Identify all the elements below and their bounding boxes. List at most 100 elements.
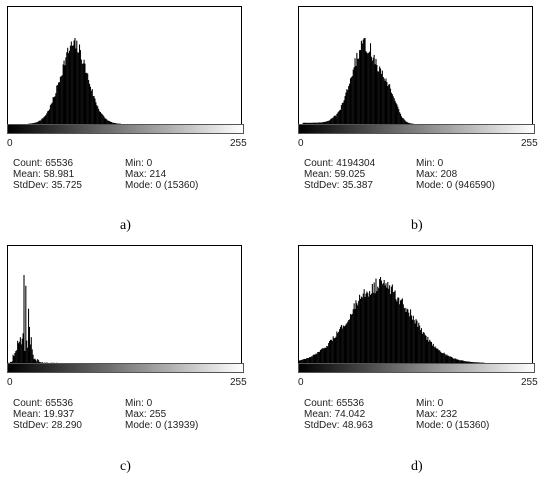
histogram-bar: [80, 59, 82, 124]
histogram-bar: [38, 120, 41, 124]
histogram-frame: [298, 6, 533, 125]
histogram-bar: [477, 362, 479, 363]
histogram-bar: [55, 93, 57, 124]
histogram-bar: [34, 358, 36, 363]
histogram-bar: [78, 44, 81, 124]
histogram-bar: [302, 359, 304, 363]
histogram-bar: [19, 337, 21, 363]
histogram-bar: [313, 354, 315, 363]
histogram-bar: [330, 339, 332, 363]
histogram-bar: [413, 320, 415, 363]
histogram-bar: [394, 100, 396, 124]
histogram-bar: [453, 358, 455, 363]
histogram-bar: [403, 308, 405, 363]
histogram-bar: [366, 52, 368, 124]
histogram-bar: [339, 110, 341, 124]
histogram-bar: [385, 78, 387, 124]
histogram-bar: [343, 326, 345, 363]
histogram-bar: [113, 122, 115, 124]
histogram-bar: [326, 345, 328, 363]
histogram-bar: [26, 340, 28, 363]
histogram-bar: [450, 356, 453, 363]
histogram-bar: [36, 122, 38, 124]
histogram-bar: [342, 325, 344, 363]
histogram-bar: [368, 52, 370, 124]
histogram-bar: [404, 307, 406, 363]
histogram-bar: [309, 357, 311, 363]
histogram-bar: [465, 361, 467, 363]
histogram-bar: [405, 121, 407, 124]
histogram-bar: [303, 359, 305, 363]
histogram-bar: [15, 351, 17, 363]
histogram-bar: [449, 356, 451, 363]
histogram-bar: [374, 64, 376, 124]
histogram-bar: [390, 92, 392, 124]
histogram-bar: [430, 342, 433, 363]
histogram-bar: [337, 112, 339, 124]
histogram-bar: [444, 354, 446, 363]
histogram-bar: [61, 75, 63, 124]
histogram-plot-c: [7, 245, 242, 364]
stat-min-a: Min: 0: [125, 158, 153, 169]
histogram-bar: [16, 350, 18, 363]
histogram-bar: [35, 122, 37, 124]
histogram-bar: [420, 328, 423, 363]
grayscale-bar-a: [7, 124, 244, 134]
histogram-bar: [329, 120, 331, 124]
histogram-bar: [457, 359, 459, 363]
histogram-bar: [378, 288, 380, 363]
histogram-bar: [383, 280, 385, 363]
histogram-bar: [387, 281, 389, 363]
histogram-bar: [357, 305, 359, 363]
histogram-bar: [364, 38, 366, 124]
histogram-bar: [349, 314, 352, 363]
histogram-bar: [327, 346, 329, 363]
histogram-bar: [428, 341, 430, 363]
histogram-bar: [365, 51, 367, 125]
histogram-bar: [334, 338, 336, 363]
histogram-bar: [115, 123, 117, 124]
stat-max-a: Max: 214: [125, 169, 167, 180]
histogram-bar: [378, 71, 380, 124]
histogram-bar: [14, 352, 16, 363]
histogram-bar: [398, 297, 400, 363]
stat-mode-a: Mode: 0 (15360): [125, 180, 199, 191]
grayscale-bar-b: [298, 124, 535, 134]
histogram-bar: [30, 337, 32, 363]
histogram-bar: [352, 309, 354, 363]
histogram-bar: [88, 80, 90, 124]
histogram-bar: [448, 355, 450, 363]
histogram-bar: [390, 286, 392, 363]
histogram-bar: [380, 68, 382, 124]
histogram-bar: [349, 78, 352, 124]
histogram-bar: [470, 361, 472, 363]
histogram-bar: [343, 100, 345, 124]
histogram-bar: [44, 116, 46, 124]
histogram-bar: [48, 109, 51, 124]
tick-label-min-c: 0: [7, 377, 13, 388]
histogram-bar: [41, 118, 43, 124]
histogram-panel-c: 0 255 Count: 65536 Mean: 19.937 StdDev: …: [7, 245, 257, 474]
histogram-bar: [39, 362, 41, 363]
histogram-bar: [56, 85, 58, 124]
histogram-bar: [377, 286, 379, 363]
histogram-bar: [339, 109, 342, 124]
histogram-bar: [337, 333, 339, 363]
histogram-bar: [321, 122, 323, 124]
histogram-bar: [69, 45, 71, 124]
histogram-bar: [454, 358, 456, 363]
histogram-bar: [467, 361, 469, 363]
histogram-bar: [44, 362, 46, 363]
histogram-bar: [39, 120, 41, 124]
histogram-bar: [111, 122, 113, 124]
tick-label-max-a: 255: [230, 138, 247, 149]
histogram-bar: [114, 123, 116, 124]
histogram-bar: [68, 52, 70, 124]
histogram-bar: [375, 278, 377, 363]
histogram-bar: [328, 342, 330, 363]
histogram-bar: [30, 123, 32, 124]
histogram-bar: [469, 361, 471, 363]
histogram-bar: [393, 291, 395, 363]
tick-label-min-b: 0: [298, 138, 304, 149]
histogram-bar: [341, 328, 343, 363]
